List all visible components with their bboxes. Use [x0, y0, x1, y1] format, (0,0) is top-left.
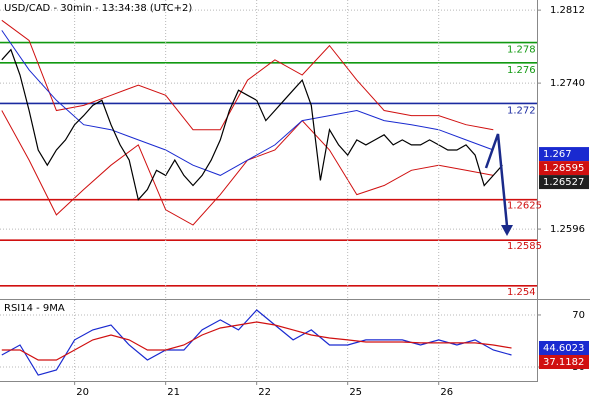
y-tick-label: 70: [572, 310, 585, 321]
price-tag: [539, 161, 589, 176]
x-tick-label: 26: [440, 387, 453, 398]
series-line: [1, 48, 503, 201]
level-label: 1.272: [507, 105, 536, 116]
chart-title: USD/CAD - 30min - 13:34:38 (UTC+2): [4, 3, 192, 14]
level-label: 1.254: [507, 287, 536, 298]
price-tag: [539, 354, 589, 369]
price-tag-label: 1.26527: [543, 177, 584, 188]
level-label: 1.2585: [507, 241, 542, 252]
y-tick-label: 1.2740: [550, 78, 585, 89]
price-tag-label: 44.6023: [543, 343, 584, 354]
level-label: 1.276: [507, 65, 536, 76]
price-tag: [539, 340, 589, 355]
rsi-title: RSI14 - 9MA: [4, 303, 65, 314]
price-tag-label: 37.1182: [543, 357, 584, 368]
forecast-arrow: [484, 133, 509, 227]
price-tag-label: 1.26595: [543, 163, 584, 174]
price-tag-label: 1.267: [543, 149, 572, 160]
x-tick-label: 25: [349, 387, 362, 398]
price-tag: [539, 147, 589, 162]
x-tick-label: 20: [76, 387, 89, 398]
y-tick-label: 1.2596: [550, 224, 585, 235]
x-tick-label: 22: [258, 387, 271, 398]
price-tag: [539, 175, 589, 190]
level-label: 1.2625: [507, 201, 542, 212]
level-label: 1.278: [507, 45, 536, 56]
forecast-arrowhead: [501, 225, 513, 236]
band-line: [1, 30, 494, 176]
y-tick-label: 1.2812: [550, 5, 585, 16]
x-tick-label: 21: [167, 387, 180, 398]
band-line: [1, 19, 494, 131]
series-line: [1, 321, 512, 361]
